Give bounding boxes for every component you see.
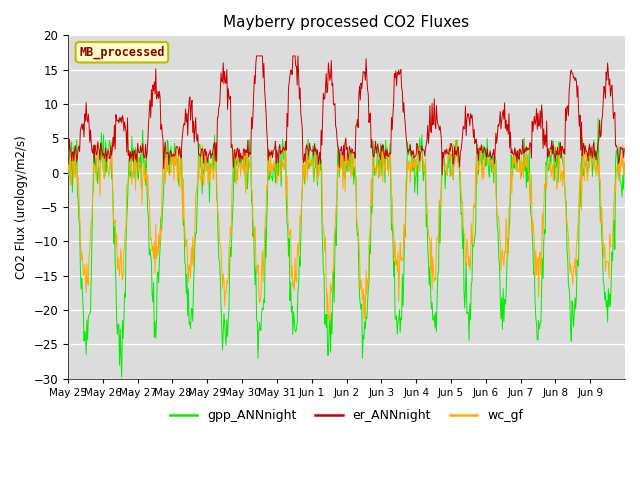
Title: Mayberry processed CO2 Fluxes: Mayberry processed CO2 Fluxes <box>223 15 470 30</box>
Y-axis label: CO2 Flux (urology/m2/s): CO2 Flux (urology/m2/s) <box>15 135 28 279</box>
Text: MB_processed: MB_processed <box>79 46 164 59</box>
Legend: gpp_ANNnight, er_ANNnight, wc_gf: gpp_ANNnight, er_ANNnight, wc_gf <box>164 404 529 427</box>
